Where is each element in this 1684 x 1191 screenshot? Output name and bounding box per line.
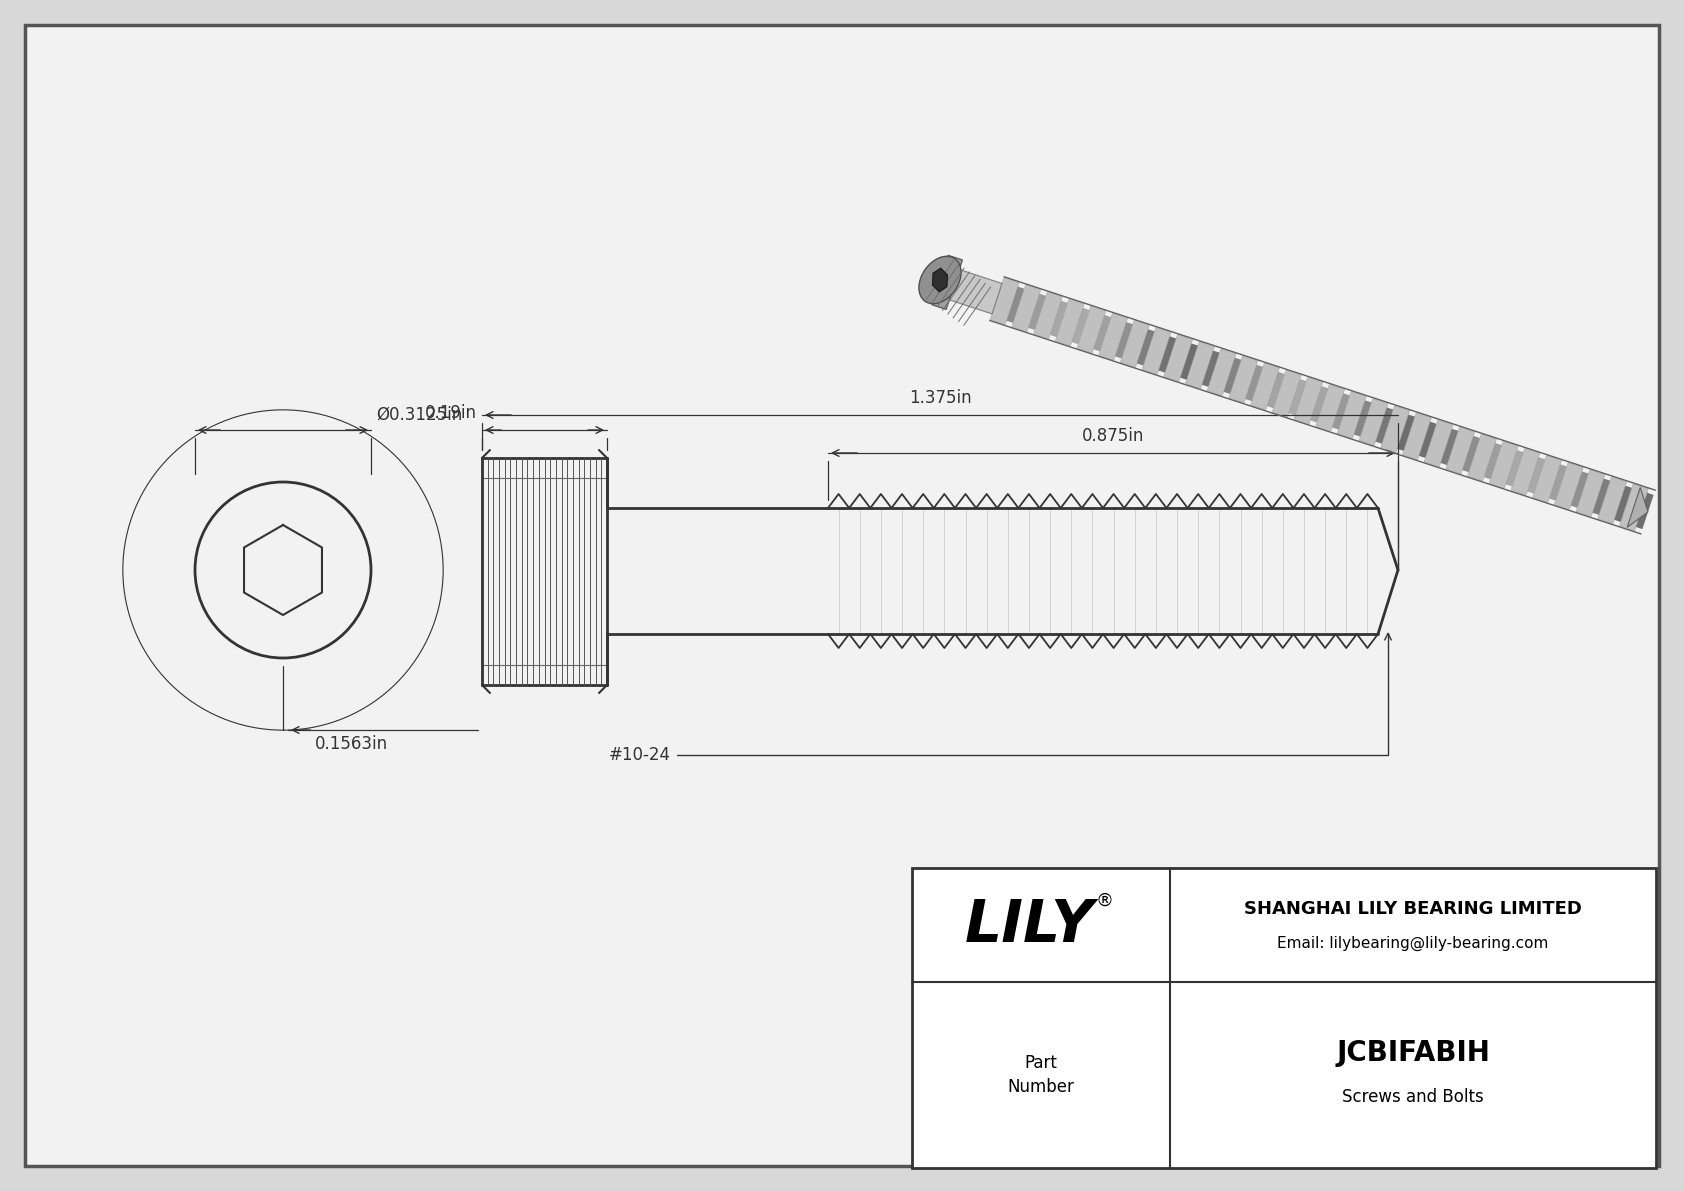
Polygon shape — [1404, 417, 1436, 459]
Polygon shape — [1034, 292, 1063, 338]
Polygon shape — [1447, 431, 1480, 472]
Polygon shape — [1627, 487, 1649, 528]
Polygon shape — [1209, 353, 1241, 394]
Polygon shape — [1229, 356, 1258, 403]
Text: JCBIFABIH: JCBIFABIH — [1335, 1039, 1490, 1067]
Polygon shape — [1120, 320, 1148, 367]
Text: #10-24: #10-24 — [610, 634, 1391, 763]
Text: 0.875in: 0.875in — [1081, 428, 1143, 445]
Polygon shape — [1315, 385, 1344, 431]
Polygon shape — [1425, 420, 1453, 467]
Polygon shape — [1578, 474, 1610, 515]
Polygon shape — [1576, 469, 1605, 517]
Polygon shape — [1359, 399, 1388, 445]
Polygon shape — [1098, 313, 1128, 360]
Polygon shape — [1532, 455, 1561, 503]
Polygon shape — [931, 255, 962, 310]
Polygon shape — [1165, 338, 1197, 380]
Polygon shape — [1447, 428, 1475, 474]
Polygon shape — [1600, 481, 1632, 522]
Polygon shape — [1534, 460, 1566, 500]
Polygon shape — [1143, 331, 1175, 373]
Polygon shape — [1034, 295, 1068, 337]
Text: Part
Number: Part Number — [1007, 1054, 1074, 1097]
Polygon shape — [1490, 445, 1524, 486]
Polygon shape — [1187, 345, 1219, 387]
Text: Email: lilybearing@lily-bearing.com: Email: lilybearing@lily-bearing.com — [1276, 935, 1549, 950]
Text: ®: ® — [1096, 892, 1115, 910]
Polygon shape — [950, 269, 1002, 314]
Text: 0.19in: 0.19in — [424, 404, 477, 422]
Polygon shape — [1467, 435, 1497, 481]
Text: Ø0.3125in: Ø0.3125in — [376, 406, 461, 424]
Polygon shape — [1293, 378, 1324, 424]
Polygon shape — [1339, 395, 1371, 437]
Polygon shape — [990, 278, 1019, 325]
Polygon shape — [1512, 453, 1546, 493]
Polygon shape — [1078, 306, 1106, 353]
Polygon shape — [1078, 310, 1111, 351]
Polygon shape — [1295, 381, 1329, 423]
Polygon shape — [933, 268, 948, 292]
Text: 1.375in: 1.375in — [909, 389, 972, 407]
Polygon shape — [1556, 467, 1588, 507]
Text: LILY: LILY — [965, 897, 1093, 954]
Polygon shape — [992, 281, 1024, 323]
Polygon shape — [1100, 317, 1133, 358]
Polygon shape — [1620, 488, 1654, 529]
Polygon shape — [1012, 285, 1041, 331]
Polygon shape — [1273, 374, 1307, 416]
Polygon shape — [1014, 288, 1046, 330]
Polygon shape — [1598, 476, 1627, 524]
Polygon shape — [1207, 349, 1236, 395]
Polygon shape — [1186, 342, 1214, 388]
Polygon shape — [1164, 335, 1192, 381]
Polygon shape — [1056, 299, 1084, 345]
Text: 0.1563in: 0.1563in — [315, 735, 387, 753]
Polygon shape — [1425, 424, 1458, 466]
Polygon shape — [1361, 403, 1393, 444]
Polygon shape — [1337, 392, 1366, 438]
Polygon shape — [1554, 462, 1583, 510]
Text: SHANGHAI LILY BEARING LIMITED: SHANGHAI LILY BEARING LIMITED — [1244, 900, 1581, 918]
Polygon shape — [1381, 406, 1410, 453]
Polygon shape — [1271, 370, 1302, 417]
Polygon shape — [1142, 328, 1170, 374]
Bar — [913, 868, 1655, 1168]
Ellipse shape — [919, 256, 962, 304]
Text: Screws and Bolts: Screws and Bolts — [1342, 1089, 1484, 1106]
Polygon shape — [1489, 442, 1519, 488]
Polygon shape — [1122, 324, 1155, 366]
Polygon shape — [1403, 413, 1431, 460]
Polygon shape — [1251, 363, 1280, 410]
Polygon shape — [1620, 484, 1649, 531]
Polygon shape — [1383, 410, 1415, 451]
Polygon shape — [1251, 367, 1285, 409]
Polygon shape — [1317, 388, 1351, 430]
Polygon shape — [1056, 303, 1090, 344]
Polygon shape — [1468, 438, 1502, 479]
Polygon shape — [1511, 449, 1539, 495]
Polygon shape — [1229, 360, 1263, 401]
